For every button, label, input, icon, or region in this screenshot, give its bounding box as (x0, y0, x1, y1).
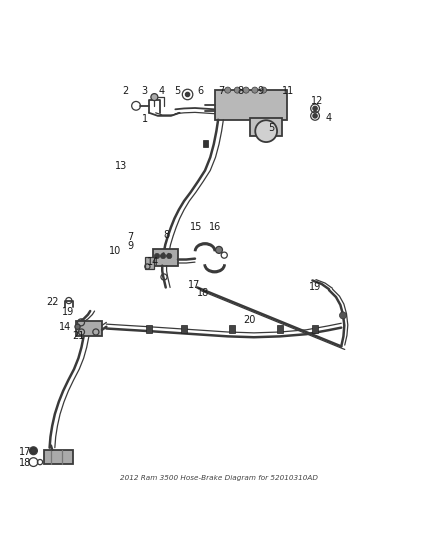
Bar (44, 450, 73, 464)
Circle shape (151, 94, 158, 101)
Text: 18: 18 (18, 458, 31, 468)
Circle shape (243, 87, 249, 93)
Text: 20: 20 (244, 315, 256, 325)
Circle shape (29, 447, 37, 455)
Circle shape (234, 87, 240, 93)
Text: 18: 18 (197, 288, 209, 298)
Text: 22: 22 (46, 297, 58, 308)
Text: 21: 21 (72, 332, 85, 341)
Text: 19: 19 (62, 308, 74, 317)
Text: 8: 8 (163, 230, 170, 240)
Text: 6: 6 (198, 85, 204, 95)
Bar (229, 325, 235, 333)
Text: 14: 14 (59, 322, 71, 332)
Circle shape (261, 87, 267, 93)
Circle shape (166, 253, 172, 259)
Text: 9: 9 (257, 85, 263, 95)
Text: 4: 4 (158, 85, 164, 95)
Bar (203, 140, 208, 147)
Circle shape (339, 312, 346, 319)
Text: 14: 14 (147, 257, 159, 267)
Bar (145, 257, 153, 269)
Text: 7: 7 (128, 232, 134, 242)
Circle shape (215, 246, 223, 253)
Bar (312, 325, 318, 333)
Text: 5: 5 (174, 85, 180, 95)
Text: 10: 10 (110, 246, 122, 256)
Circle shape (32, 449, 35, 453)
Circle shape (75, 324, 80, 329)
Circle shape (313, 114, 317, 118)
Circle shape (185, 92, 190, 96)
Bar (181, 325, 187, 333)
Bar (277, 325, 283, 333)
Bar (152, 249, 178, 265)
Bar (76, 321, 102, 336)
Text: 3: 3 (142, 85, 148, 95)
Text: 8: 8 (237, 85, 244, 95)
Bar (146, 325, 152, 333)
Text: 12: 12 (311, 95, 323, 106)
Circle shape (255, 120, 277, 142)
Text: 7: 7 (218, 85, 224, 95)
Bar (215, 90, 287, 120)
Circle shape (154, 253, 159, 259)
Text: 1: 1 (142, 114, 148, 124)
Circle shape (160, 253, 166, 259)
Text: 16: 16 (208, 222, 221, 232)
Text: 2012 Ram 3500 Hose-Brake Diagram for 52010310AD: 2012 Ram 3500 Hose-Brake Diagram for 520… (120, 475, 318, 481)
Text: 4: 4 (325, 113, 331, 123)
Text: 15: 15 (190, 222, 202, 232)
Text: 19: 19 (309, 282, 321, 292)
Circle shape (225, 87, 231, 93)
Circle shape (313, 106, 317, 111)
Text: 11: 11 (282, 85, 294, 95)
Text: 5: 5 (268, 123, 275, 133)
Bar (251, 118, 282, 135)
Text: 17: 17 (188, 280, 200, 290)
Circle shape (252, 87, 258, 93)
Text: 13: 13 (115, 161, 127, 171)
Text: 17: 17 (18, 447, 31, 457)
Text: 9: 9 (128, 240, 134, 251)
Text: 2: 2 (122, 85, 128, 95)
